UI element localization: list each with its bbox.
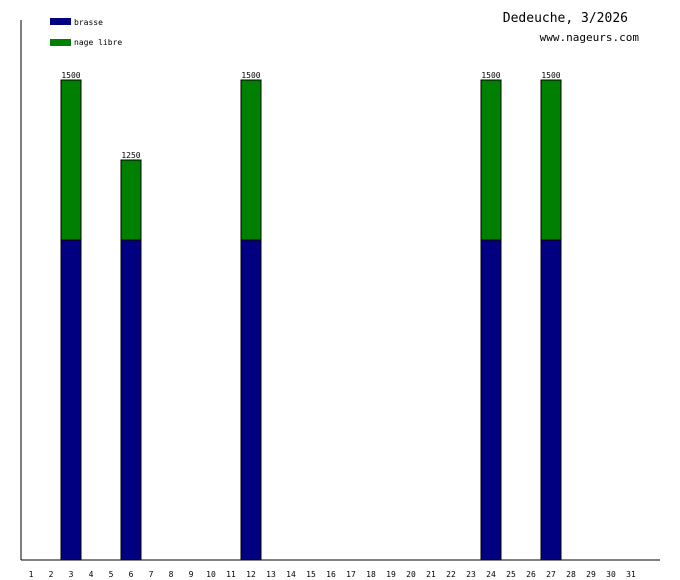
bar-segment-brasse [60, 239, 82, 561]
x-tick-labels: 1 2 3 4 5 6 7 8 9 10 11 12 13 14 15 16 17 18 19 20 21 22 23 24 2… [29, 570, 636, 579]
x-tick-label: 8 [169, 570, 174, 579]
x-tick-label: 20 [406, 570, 416, 579]
x-tick-label: 14 [286, 570, 296, 579]
bar-segment-nage-libre [480, 79, 502, 241]
x-tick-label: 21 [426, 570, 436, 579]
legend-label-brasse: brasse [74, 18, 103, 27]
legend-swatch-brasse [50, 18, 71, 25]
x-tick-label: 25 [506, 570, 516, 579]
legend-swatch-nage-libre [50, 39, 71, 46]
x-tick-label: 9 [189, 570, 194, 579]
x-tick-label: 4 [89, 570, 94, 579]
x-tick-label: 22 [446, 570, 456, 579]
bar-segment-nage-libre [240, 79, 262, 241]
bar-total-label: 1500 [481, 71, 500, 80]
bar-total-label: 1500 [241, 71, 260, 80]
x-tick-label: 7 [149, 570, 154, 579]
x-tick-label: 6 [129, 570, 134, 579]
x-tick-label: 19 [386, 570, 396, 579]
bar-total-label: 1500 [61, 71, 80, 80]
x-tick-label: 15 [306, 570, 316, 579]
x-tick-label: 29 [586, 570, 596, 579]
x-tick-label: 18 [366, 570, 376, 579]
bar-segment-nage-libre [120, 159, 142, 241]
x-tick-label: 26 [526, 570, 536, 579]
x-tick-label: 24 [486, 570, 496, 579]
x-tick-label: 1 [29, 570, 34, 579]
x-tick-label: 30 [606, 570, 616, 579]
bar-segment-nage-libre [60, 79, 82, 241]
x-tick-label: 13 [266, 570, 276, 579]
x-tick-label: 28 [566, 570, 576, 579]
x-tick-label: 23 [466, 570, 476, 579]
bar-segment-brasse [120, 239, 142, 561]
x-tick-label: 10 [206, 570, 216, 579]
bar-segment-brasse [240, 239, 262, 561]
bars-group [60, 79, 562, 561]
x-tick-label: 27 [546, 570, 556, 579]
bar-segment-nage-libre [540, 79, 562, 241]
chart-title: Dedeuche, 3/2026 [503, 11, 628, 26]
legend-label-nage-libre: nage libre [74, 38, 122, 47]
bar-segment-brasse [540, 239, 562, 561]
x-tick-label: 12 [246, 570, 256, 579]
x-tick-label: 3 [69, 570, 74, 579]
x-tick-label: 5 [109, 570, 114, 579]
legend: brasse nage libre [50, 18, 122, 47]
x-tick-label: 31 [626, 570, 636, 579]
x-tick-label: 17 [346, 570, 356, 579]
x-tick-label: 2 [49, 570, 54, 579]
site-url: www.nageurs.com [540, 31, 640, 44]
bar-total-label: 1500 [541, 71, 560, 80]
x-tick-label: 16 [326, 570, 336, 579]
bar-segment-brasse [480, 239, 502, 561]
x-tick-label: 11 [226, 570, 236, 579]
bar-total-label: 1250 [121, 151, 140, 160]
value-labels-group: 1500 1250 1500 1500 1500 [61, 71, 560, 160]
